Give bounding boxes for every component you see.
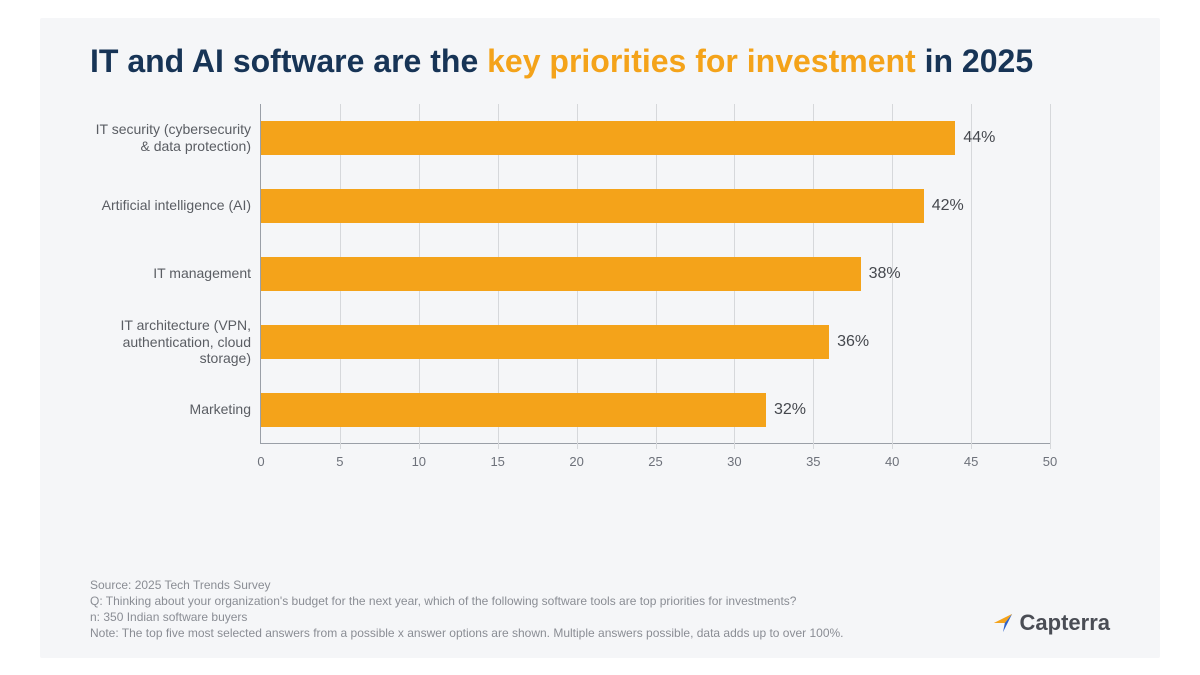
bar — [261, 325, 829, 359]
gridline — [1050, 104, 1051, 449]
title-part-2: key priorities for investment — [487, 43, 916, 79]
plot-area: 05101520253035404550IT security (cyberse… — [260, 104, 1050, 444]
bar — [261, 189, 924, 223]
bar-row: IT architecture (VPN, authentication, cl… — [261, 325, 1050, 359]
footnote-line: Source: 2025 Tech Trends Survey — [90, 577, 960, 593]
x-tick-label: 20 — [569, 454, 583, 469]
bar — [261, 121, 955, 155]
category-label: Artificial intelligence (AI) — [91, 197, 261, 214]
bar — [261, 393, 766, 427]
category-label: IT management — [91, 265, 261, 282]
footnote-line: Note: The top five most selected answers… — [90, 625, 960, 641]
title-part-1: IT and AI software are the — [90, 43, 487, 79]
bar-value-label: 32% — [774, 401, 806, 419]
category-label: IT architecture (VPN, authentication, cl… — [91, 317, 261, 367]
x-tick-label: 40 — [885, 454, 899, 469]
bar-value-label: 36% — [837, 333, 869, 351]
bar-value-label: 44% — [963, 129, 995, 147]
bar-row: IT management38% — [261, 257, 1050, 291]
capterra-arrow-icon — [992, 612, 1014, 634]
capterra-logo: Capterra — [992, 610, 1110, 636]
chart-card: IT and AI software are the key prioritie… — [40, 18, 1160, 658]
logo-text: Capterra — [1020, 610, 1110, 636]
x-tick-label: 30 — [727, 454, 741, 469]
chart-title: IT and AI software are the key prioritie… — [90, 42, 1110, 80]
x-tick-label: 5 — [336, 454, 343, 469]
bar-row: IT security (cybersecurity & data protec… — [261, 121, 1050, 155]
bar-chart: 05101520253035404550IT security (cyberse… — [260, 104, 1050, 474]
x-tick-label: 25 — [648, 454, 662, 469]
x-tick-label: 50 — [1043, 454, 1057, 469]
footnote-line: n: 350 Indian software buyers — [90, 609, 960, 625]
bar-row: Artificial intelligence (AI)42% — [261, 189, 1050, 223]
footnotes: Source: 2025 Tech Trends Survey Q: Think… — [90, 577, 960, 642]
footnote-line: Q: Thinking about your organization's bu… — [90, 593, 960, 609]
title-part-3: in 2025 — [916, 43, 1033, 79]
bar-row: Marketing32% — [261, 393, 1050, 427]
x-tick-label: 15 — [490, 454, 504, 469]
x-tick-label: 0 — [257, 454, 264, 469]
category-label: Marketing — [91, 401, 261, 418]
category-label: IT security (cybersecurity & data protec… — [91, 121, 261, 155]
bar-value-label: 38% — [869, 265, 901, 283]
bar-value-label: 42% — [932, 197, 964, 215]
x-tick-label: 45 — [964, 454, 978, 469]
bar — [261, 257, 861, 291]
x-tick-label: 35 — [806, 454, 820, 469]
x-tick-label: 10 — [412, 454, 426, 469]
